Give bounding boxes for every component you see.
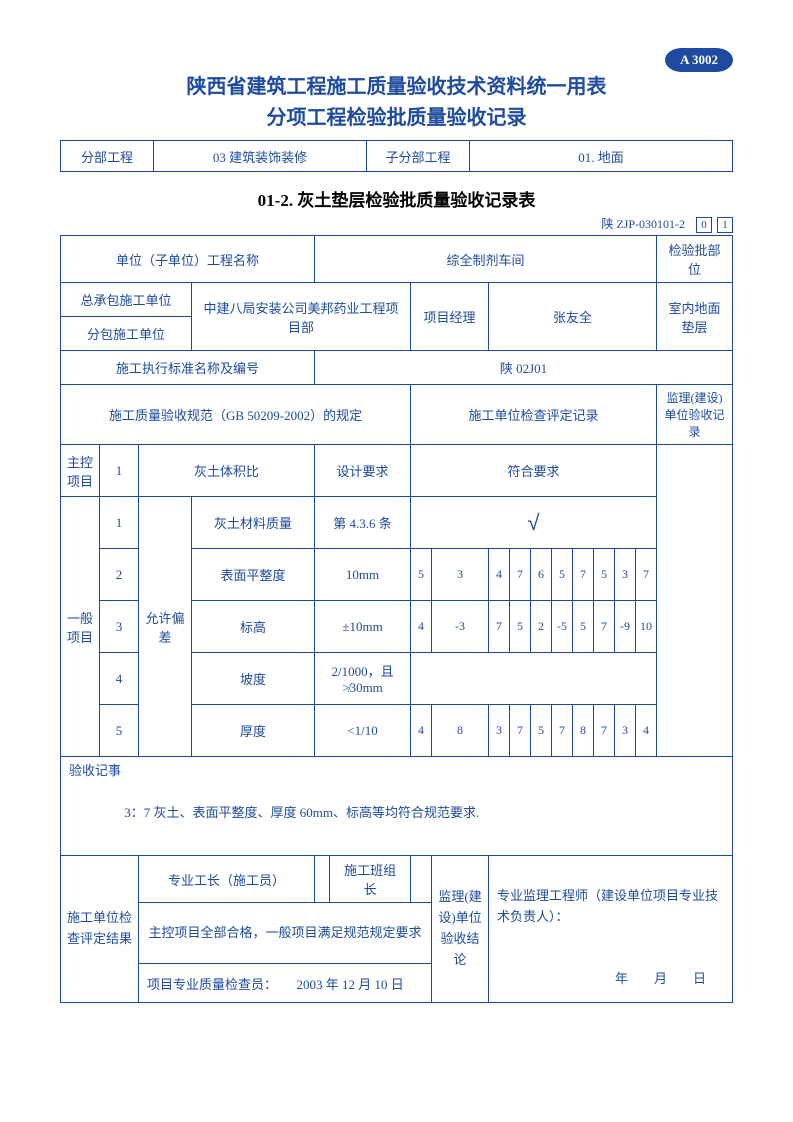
g2v3: 7: [510, 549, 531, 601]
g3v1: -3: [432, 601, 489, 653]
g3v6: 5: [573, 601, 594, 653]
g5v9: 4: [636, 705, 657, 757]
g3v3: 5: [510, 601, 531, 653]
r1a: 单位（子单位）工程名称: [61, 236, 315, 283]
mc-n: 1: [100, 445, 139, 497]
r2d: 张友全: [489, 283, 657, 351]
subtitle: 01-2. 灰土垫层检验批质量验收记录表: [60, 186, 733, 211]
r1b: 综全制剂车间: [315, 236, 657, 283]
g2v9: 7: [636, 549, 657, 601]
ft-sign: 项目专业质量检查员： 2003 年 12 月 10 日: [139, 964, 432, 1003]
hdr-c2: 03 建筑装饰装修: [154, 141, 367, 172]
supervisor-col: [657, 445, 733, 757]
g2v1: 3: [432, 549, 489, 601]
header-table: 分部工程 03 建筑装饰装修 子分部工程 01. 地面: [60, 140, 733, 172]
code-line: 陕 ZJP-030101-2 0 1: [60, 215, 733, 233]
ft-r1b-blank: [411, 856, 432, 903]
code-prefix: 陕 ZJP-030101-2: [601, 217, 685, 231]
r3a: 分包施工单位: [61, 317, 192, 351]
ft-left-label: 施工单位检查评定结果: [61, 856, 139, 1003]
ft-right-body: 专业监理工程师（建设单位项目专业技术负责人）：: [497, 888, 718, 924]
g2v2: 4: [489, 549, 510, 601]
g5req: <1/10: [315, 705, 411, 757]
g5v2: 3: [489, 705, 510, 757]
g4vals: [411, 653, 657, 705]
g2v6: 7: [573, 549, 594, 601]
note-cell: 验收记事 3：7 灰土、表面平整度、厚度 60mm、标高等均符合规范要求.: [61, 757, 733, 856]
g5v8: 3: [615, 705, 636, 757]
ft-r1b: 施工班组 长: [330, 856, 411, 903]
g5v4: 5: [531, 705, 552, 757]
g5n: 5: [100, 705, 139, 757]
mc-name: 灰土体积比: [139, 445, 315, 497]
hdr-c1: 分部工程: [61, 141, 154, 172]
ft-right-body-cell: 专业监理工程师（建设单位项目专业技术负责人）： 年 月 日: [489, 856, 733, 1003]
g4req: 2/1000，且≯30mm: [315, 653, 411, 705]
g3v2: 7: [489, 601, 510, 653]
g2n: 2: [100, 549, 139, 601]
g2v0: 5: [411, 549, 432, 601]
mc-req: 设计要求: [315, 445, 411, 497]
title-2: 分项工程检验批质量验收记录: [60, 101, 733, 130]
g5v3: 7: [510, 705, 531, 757]
ft-body: 主控项目全部合格，一般项目满足规范规定要求: [139, 903, 432, 964]
ft-r1a: 专业工长（施工员）: [139, 856, 315, 903]
g5v6: 8: [573, 705, 594, 757]
g2v4: 6: [531, 549, 552, 601]
code-d1: 0: [696, 217, 712, 233]
g4n: 4: [100, 653, 139, 705]
g5v5: 7: [552, 705, 573, 757]
g3v4: 2: [531, 601, 552, 653]
r4a: 施工执行标准名称及编号: [61, 351, 315, 385]
g2v5: 5: [552, 549, 573, 601]
r1c: 检验批部位: [657, 236, 733, 283]
hdr-c4: 01. 地面: [470, 141, 733, 172]
g5name: 厚度: [192, 705, 315, 757]
r2e: 室内地面垫层: [657, 283, 733, 351]
g3name: 标高: [192, 601, 315, 653]
g2req: 10mm: [315, 549, 411, 601]
title-1: 陕西省建筑工程施工质量验收技术资料统一用表: [60, 70, 733, 99]
g2v8: 3: [615, 549, 636, 601]
hdr-c3: 子分部工程: [367, 141, 470, 172]
g2v7: 5: [594, 549, 615, 601]
code-d2: 1: [717, 217, 733, 233]
g5v7: 7: [594, 705, 615, 757]
g1name: 灰土材料质量: [192, 497, 315, 549]
r5b: 施工单位检查评定记录: [411, 385, 657, 445]
g4name: 坡度: [192, 653, 315, 705]
r2c: 项目经理: [411, 283, 489, 351]
g3req: ±10mm: [315, 601, 411, 653]
g3v0: 4: [411, 601, 432, 653]
gen-label: 一般项目: [61, 497, 100, 757]
ft-r1a-blank: [315, 856, 330, 903]
r2a: 总承包施工单位: [61, 283, 192, 317]
g5v0: 4: [411, 705, 432, 757]
g1req: 第 4.3.6 条: [315, 497, 411, 549]
g1n: 1: [100, 497, 139, 549]
g3v9: 10: [636, 601, 657, 653]
mc-res: 符合要求: [411, 445, 657, 497]
mc-label: 主控项目: [61, 445, 100, 497]
r5a: 施工质量验收规范（GB 50209-2002）的规定: [61, 385, 411, 445]
g3v5: -5: [552, 601, 573, 653]
note-label: 验收记事: [69, 763, 121, 778]
ft-right-date: 年 月 日: [615, 971, 706, 986]
gen-tol: 允许偏差: [139, 497, 192, 757]
g1check: √: [411, 497, 657, 549]
note-text: 3：7 灰土、表面平整度、厚度 60mm、标高等均符合规范要求.: [124, 805, 479, 820]
g5v1: 8: [432, 705, 489, 757]
ft-right-label: 监理(建设)单位验收结论: [432, 856, 489, 1003]
badge: A 3002: [665, 48, 733, 72]
r2b: 中建八局安装公司美邦药业工程项目部: [192, 283, 411, 351]
r4b: 陕 02J01: [315, 351, 733, 385]
g3v7: 7: [594, 601, 615, 653]
r5c: 监理(建设)单位验收记录: [657, 385, 733, 445]
main-table: 单位（子单位）工程名称 综全制剂车间 检验批部位 总承包施工单位 中建八局安装公…: [60, 235, 733, 1003]
g3v8: -9: [615, 601, 636, 653]
g3n: 3: [100, 601, 139, 653]
g2name: 表面平整度: [192, 549, 315, 601]
